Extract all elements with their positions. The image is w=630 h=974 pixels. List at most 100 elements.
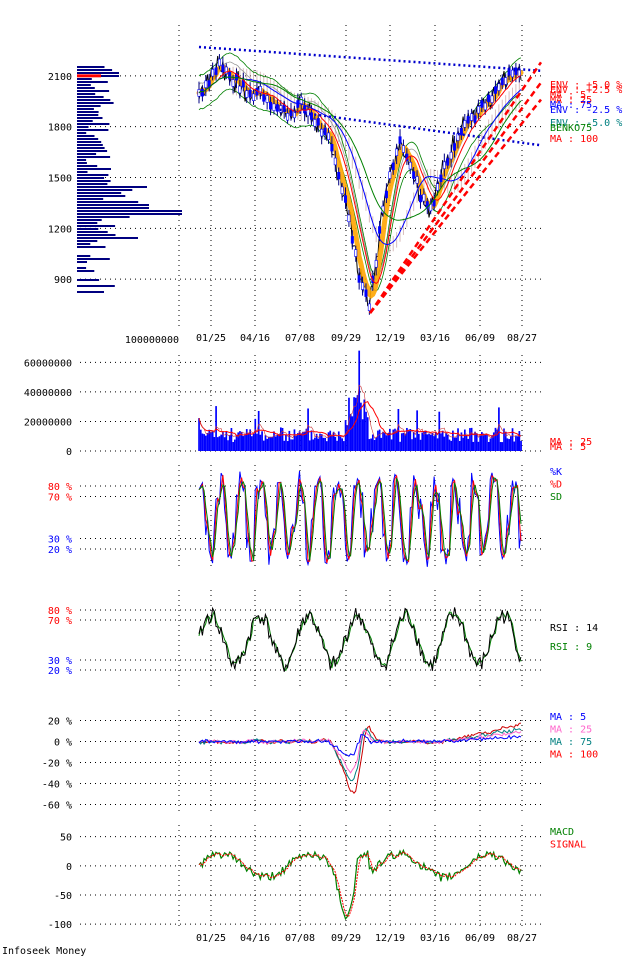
volume-bar (235, 434, 238, 451)
volume-profile-bar (77, 87, 95, 89)
candle-body (415, 176, 419, 184)
candle-body (459, 127, 463, 136)
volume-profile-bar (77, 195, 126, 197)
volume-ma5-line (198, 384, 522, 439)
candle-body (344, 195, 348, 203)
volume-profile-bar (77, 225, 116, 227)
candle-body (425, 201, 429, 209)
volume-profile-bar (77, 111, 99, 113)
volume-bar (448, 439, 451, 451)
volume-bar (407, 429, 410, 451)
macd-tick-label: 50 (60, 833, 72, 844)
candle-body (473, 115, 477, 123)
volume-tick-label: 0 (66, 447, 72, 458)
candle-body (463, 120, 467, 128)
volume-bar (256, 433, 258, 451)
volume-bar (385, 435, 388, 451)
volume-bar (278, 434, 280, 451)
candle-body (299, 96, 303, 105)
candle-body (330, 143, 334, 152)
volume-legend-0: MA : 25 (550, 437, 592, 448)
x-date-top-6: 06/09 (465, 333, 495, 344)
volume-profile-bar (77, 171, 88, 173)
volume-bar (389, 428, 391, 451)
volume-bar (474, 431, 476, 451)
dev-tick-label: -60 % (42, 801, 72, 812)
candle-body (306, 108, 310, 117)
volume-profile-bar (77, 243, 91, 245)
candle-body (446, 158, 450, 166)
volume-profile-bar (77, 228, 99, 230)
volume-bar (436, 438, 439, 451)
volume-bar (222, 432, 224, 451)
candle-body (347, 214, 351, 223)
stoch-sd-line (198, 477, 522, 562)
volume-bar (443, 436, 446, 451)
volume-bar (293, 429, 296, 451)
volume-bar (424, 430, 427, 451)
volume-bar (211, 430, 214, 451)
volume-bar (378, 429, 381, 451)
dev-tick-label: 0 % (54, 738, 72, 749)
volume-bar (310, 430, 313, 451)
volume-bar (213, 437, 216, 451)
volume-bar (414, 437, 417, 451)
volume-bar (365, 411, 367, 451)
candle-body (248, 89, 252, 98)
candle-body (378, 226, 382, 234)
volume-bar (496, 429, 499, 451)
volume-bar (283, 440, 286, 451)
price-tick-label: 2100 (48, 72, 72, 83)
candle-body (480, 100, 484, 108)
volume-bar (395, 430, 398, 451)
volume-profile-bar (77, 237, 138, 239)
volume-profile-bar (77, 144, 103, 146)
rsi-tick-label: 20 % (48, 666, 72, 677)
volume-bar (266, 438, 269, 451)
candle-body (320, 128, 324, 137)
candle-body (265, 95, 269, 103)
x-date-top-4: 12/19 (375, 333, 405, 344)
x-date-top-1: 04/16 (240, 333, 270, 344)
candle-body (517, 69, 521, 77)
volume-bar (404, 433, 407, 451)
volume-bar (216, 437, 219, 451)
volume-bar (440, 433, 442, 451)
candle-body (214, 67, 218, 75)
volume-profile-bar (77, 147, 105, 149)
volume-bar (375, 437, 378, 451)
volume-bar (370, 438, 372, 451)
stoch-legend-1: %D (550, 480, 562, 491)
deviation-line-2 (198, 729, 522, 774)
price-tick-label: 900 (54, 275, 72, 286)
candle-body (470, 113, 474, 121)
volume-profile-bar (77, 267, 87, 269)
volume-bar (491, 435, 493, 451)
volume-bar (452, 430, 454, 451)
x-date-bottom-2: 07/08 (285, 933, 315, 944)
volume-bar (245, 429, 248, 451)
volume-profile-bar (77, 129, 109, 131)
candle-body (357, 275, 361, 283)
volume-bar (251, 436, 253, 451)
deviation-line-3 (198, 734, 522, 757)
volume-profile-bar (77, 123, 110, 125)
volume-profile-bar (77, 240, 98, 242)
volume-bar (380, 437, 383, 451)
volume-bar (269, 437, 272, 451)
trendline-0 (198, 45, 542, 72)
volume-bar (206, 432, 209, 451)
candle-body (395, 148, 399, 157)
volume-profile-bar (77, 180, 111, 182)
x-date-bottom-1: 04/16 (240, 933, 270, 944)
stoch-tick-label: 20 % (48, 545, 72, 556)
volume-bar (419, 439, 422, 451)
candle-body (453, 143, 457, 151)
volume-bar (515, 436, 517, 451)
volume-profile-bar (77, 105, 101, 107)
volume-bar (482, 433, 485, 451)
candle-body (500, 77, 504, 86)
x-date-top-0: 01/25 (196, 333, 226, 344)
